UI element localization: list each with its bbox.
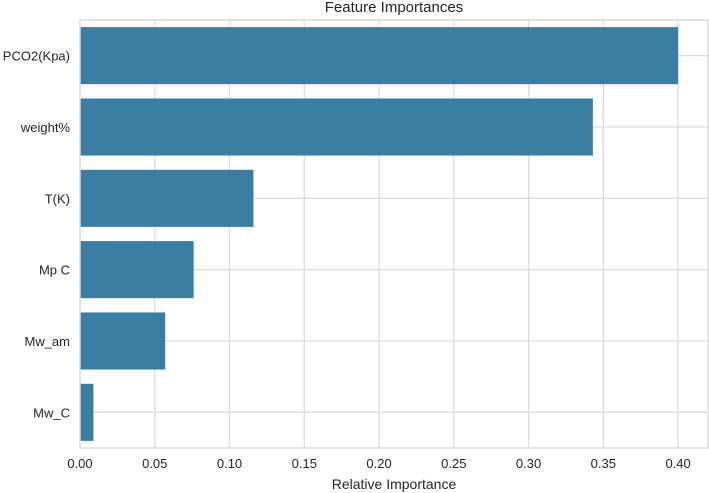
plot-frame	[79, 19, 709, 449]
y-category-label: PCO2(Kpa)	[3, 49, 70, 64]
x-tick-label: 0.15	[292, 456, 317, 471]
x-tick-label: 0.35	[591, 456, 616, 471]
x-tick-label: 0.10	[217, 456, 242, 471]
chart-title: Feature Importances	[325, 0, 463, 16]
y-category-labels: PCO2(Kpa) weight% T(K) Mp C Mw_am Mw_C	[3, 49, 71, 421]
bar	[80, 169, 254, 227]
x-tick-label: 0.00	[67, 456, 92, 471]
y-category-label: weight%	[20, 120, 71, 135]
bar	[80, 27, 679, 85]
bar	[80, 241, 194, 299]
x-tick-labels: 0.00 0.05 0.10 0.15 0.20 0.25 0.30 0.35 0.40	[67, 456, 690, 471]
y-category-label: T(K)	[45, 191, 70, 206]
bar	[80, 383, 94, 441]
x-tick-label: 0.40	[665, 456, 690, 471]
x-tick-label: 0.25	[441, 456, 466, 471]
y-category-label: Mw_am	[24, 334, 70, 349]
x-tick-label: 0.20	[366, 456, 391, 471]
bar	[80, 98, 593, 156]
x-tick-label: 0.05	[142, 456, 167, 471]
x-tick-label: 0.30	[516, 456, 541, 471]
y-category-label: Mp C	[39, 263, 70, 278]
y-category-label: Mw_C	[33, 405, 70, 420]
bars	[80, 27, 679, 441]
x-axis-label: Relative Importance	[332, 476, 457, 492]
bar	[80, 312, 166, 370]
